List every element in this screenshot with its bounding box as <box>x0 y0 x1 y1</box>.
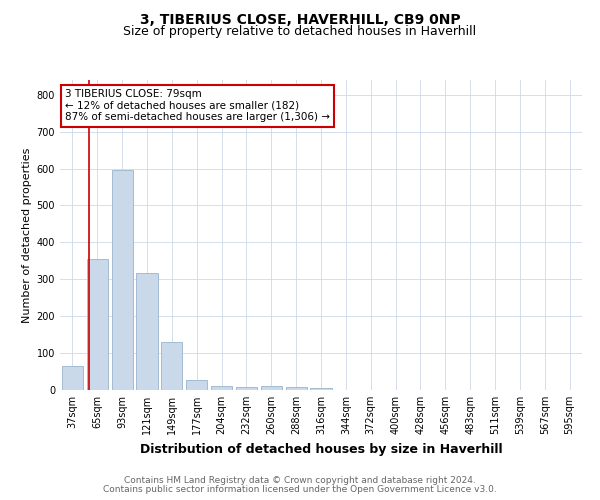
Bar <box>112 170 133 390</box>
Bar <box>136 272 158 390</box>
Bar <box>186 380 207 390</box>
Bar <box>286 387 307 390</box>
Y-axis label: Number of detached properties: Number of detached properties <box>22 148 32 322</box>
Bar <box>62 366 83 390</box>
Text: Contains public sector information licensed under the Open Government Licence v3: Contains public sector information licen… <box>103 485 497 494</box>
Bar <box>87 259 108 390</box>
X-axis label: Distribution of detached houses by size in Haverhill: Distribution of detached houses by size … <box>140 442 502 456</box>
Text: 3 TIBERIUS CLOSE: 79sqm
← 12% of detached houses are smaller (182)
87% of semi-d: 3 TIBERIUS CLOSE: 79sqm ← 12% of detache… <box>65 90 330 122</box>
Text: Size of property relative to detached houses in Haverhill: Size of property relative to detached ho… <box>124 25 476 38</box>
Text: 3, TIBERIUS CLOSE, HAVERHILL, CB9 0NP: 3, TIBERIUS CLOSE, HAVERHILL, CB9 0NP <box>140 12 460 26</box>
Bar <box>236 387 257 390</box>
Text: Contains HM Land Registry data © Crown copyright and database right 2024.: Contains HM Land Registry data © Crown c… <box>124 476 476 485</box>
Bar <box>310 388 332 390</box>
Bar <box>211 386 232 390</box>
Bar <box>261 386 282 390</box>
Bar <box>161 342 182 390</box>
